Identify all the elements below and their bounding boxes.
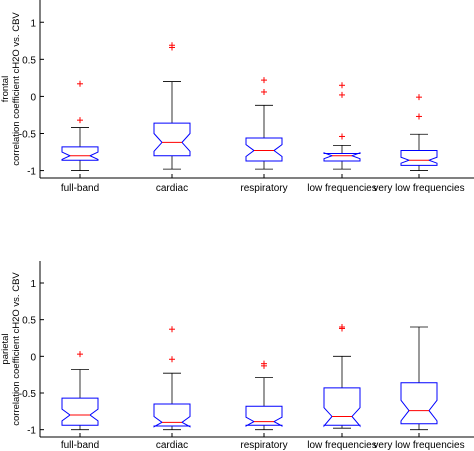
outlier-point (169, 42, 175, 49)
box-body (400, 150, 438, 166)
x-tick-label: respiratory (240, 440, 287, 451)
y-axis-label: correlation coefficient cH2O vs. CBV (11, 272, 22, 426)
outlier-point (339, 133, 345, 140)
y-tick-label: -1 (27, 167, 36, 178)
outlier-point (261, 77, 267, 84)
box-respiratory (245, 77, 283, 170)
x-tick-label: cardiac (156, 440, 188, 451)
x-tick-label: low frequencies (307, 183, 376, 194)
outlier-point (77, 117, 83, 124)
outlier-point (261, 88, 267, 95)
y-tick-label: -0.5 (19, 130, 37, 141)
x-tick-label: full-band (61, 440, 99, 451)
x-tick-label: very low frequencies (373, 183, 464, 194)
outlier-point (416, 94, 422, 101)
panel-2: 1 0.5 0 -0.5 -1 parietal correlation coefficie… (0, 261, 474, 451)
outlier-point (339, 324, 345, 330)
y-tick-label: 0.5 (22, 316, 36, 327)
y-tick-label: 0 (30, 92, 36, 103)
box-body (400, 382, 438, 425)
box-full-band (61, 351, 99, 431)
outlier-point (169, 356, 175, 363)
box-cardiac (153, 42, 191, 170)
box-very-low-frequencies (400, 326, 438, 431)
x-tick-label: respiratory (240, 183, 287, 194)
x-tick-label: cardiac (156, 183, 188, 194)
box-respiratory (245, 360, 283, 431)
y-tick-label: -0.5 (19, 389, 37, 400)
outlier-point (77, 351, 83, 358)
box-body (153, 403, 191, 428)
outlier-point (77, 80, 83, 87)
y-axis-label: correlation coefficient cH2O vs. CBV (11, 12, 22, 166)
box-full-band (61, 80, 99, 171)
y-tick-label: 1 (30, 279, 36, 290)
y-tick-label: 1 (30, 18, 36, 29)
y-axis-title: frontal (0, 76, 11, 102)
x-tick-label: very low frequencies (373, 440, 464, 451)
box-cardiac (153, 326, 191, 431)
y-tick-label: -1 (27, 426, 36, 437)
y-tick-label: 0 (30, 352, 36, 363)
y-axis-title: parietal (0, 333, 11, 364)
box-body (245, 405, 283, 427)
box-body (323, 387, 361, 428)
outlier-point (339, 91, 345, 98)
box-low-frequencies (323, 324, 361, 429)
outlier-point (416, 113, 422, 120)
outlier-point (169, 326, 175, 333)
box-body (61, 397, 99, 426)
x-tick-label: full-band (61, 183, 99, 194)
panel-1: 1 0.5 0 -0.5 -1 frontal correlation coefficien… (0, 0, 474, 194)
outlier-point (339, 82, 345, 89)
box-body (61, 146, 99, 161)
outlier-point (261, 362, 267, 369)
y-tick-label: 0.5 (22, 55, 36, 66)
box-low-frequencies (323, 82, 361, 170)
box-very-low-frequencies (400, 94, 438, 171)
box-body (245, 137, 283, 162)
x-tick-label: low frequencies (307, 440, 376, 451)
box-body (153, 122, 191, 157)
box-body (323, 152, 361, 162)
